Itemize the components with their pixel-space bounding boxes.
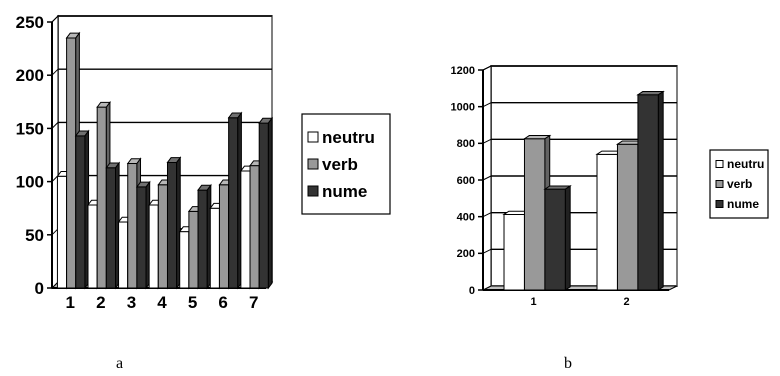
bar-front xyxy=(596,153,618,291)
y-tick-label: 100 xyxy=(16,173,44,192)
bar-front xyxy=(197,189,208,289)
bar xyxy=(258,116,273,290)
legend-swatch xyxy=(307,131,319,143)
bar-front xyxy=(66,37,77,289)
legend-swatch xyxy=(307,158,319,170)
gridline-depth xyxy=(51,15,59,23)
gridline-depth xyxy=(482,212,492,218)
bar-front xyxy=(136,186,147,289)
chart-a: 0 50 100 150 200 250 1 2 3 4 5 6 7 neutru verb nume xyxy=(16,13,391,312)
gridline-depth xyxy=(482,102,492,108)
bar-front xyxy=(637,94,659,291)
bar-front xyxy=(240,170,251,289)
legend-swatch xyxy=(307,185,319,197)
y-tick-label: 200 xyxy=(457,248,475,260)
legend-label: neutru xyxy=(727,157,764,171)
bar-side xyxy=(564,185,571,291)
bar-front xyxy=(148,204,159,289)
legend-label: verb xyxy=(727,177,752,191)
bar-front xyxy=(56,175,68,289)
bar-front xyxy=(96,106,107,289)
bar-front xyxy=(105,167,117,289)
bar xyxy=(227,111,243,290)
bar-front xyxy=(179,231,190,289)
y-tick-label: 400 xyxy=(457,212,475,224)
gridline-depth xyxy=(482,138,492,144)
gridline-depth xyxy=(482,175,492,181)
bar-front xyxy=(544,188,566,291)
legend-swatch xyxy=(715,160,724,168)
y-tick-label: 250 xyxy=(16,13,44,32)
legend-swatch xyxy=(715,200,724,208)
bar-front xyxy=(166,161,178,289)
bar-front xyxy=(218,184,230,289)
x-tick-label: 2 xyxy=(623,296,629,308)
bar-side xyxy=(657,90,664,291)
y-tick-label: 200 xyxy=(16,66,44,85)
bar-front xyxy=(249,165,260,289)
bar-front xyxy=(523,138,546,291)
x-tick-label: 6 xyxy=(218,293,227,312)
legend-label: nume xyxy=(322,182,367,201)
legend: neutru verb nume xyxy=(709,149,769,219)
bar-side xyxy=(267,116,273,290)
y-tick-label: 0 xyxy=(469,285,475,297)
bar-front xyxy=(503,213,525,291)
bar-front xyxy=(118,221,129,289)
x-tick-label: 7 xyxy=(249,293,258,312)
bar xyxy=(135,180,151,290)
bar-front xyxy=(87,204,98,289)
legend-label: nume xyxy=(727,197,759,211)
y-tick-label: 600 xyxy=(457,175,475,187)
bar xyxy=(197,183,212,290)
y-tick-label: 50 xyxy=(25,226,44,245)
gridline-depth xyxy=(482,248,492,254)
bar xyxy=(543,185,572,291)
bar-front xyxy=(209,207,220,289)
gridline-depth xyxy=(482,65,492,71)
y-tick-label: 1200 xyxy=(451,65,475,77)
legend: neutru verb nume xyxy=(301,113,391,215)
x-tick-label: 1 xyxy=(66,293,75,312)
bar-front xyxy=(616,143,639,291)
bar-front xyxy=(127,163,138,289)
bar-front xyxy=(258,122,269,289)
y-tick-label: 800 xyxy=(457,138,475,150)
legend-swatch xyxy=(715,180,724,188)
bar-front xyxy=(75,135,86,289)
x-tick-label: 1 xyxy=(530,296,536,308)
chart-b: 0 200 400 600 800 1000 1200 1 2 neutru verb nume xyxy=(451,65,769,308)
x-tick-label: 2 xyxy=(96,293,105,312)
panel-caption-b: b xyxy=(564,355,572,372)
y-tick-label: 0 xyxy=(35,279,44,298)
y-tick-label: 1000 xyxy=(451,102,475,114)
legend-label: verb xyxy=(322,155,358,174)
bar xyxy=(105,161,121,290)
bar xyxy=(74,129,90,290)
bar-front xyxy=(188,210,199,289)
bar-front xyxy=(228,117,239,289)
x-tick-label: 5 xyxy=(188,293,197,312)
bar-front xyxy=(157,184,168,289)
bar xyxy=(636,90,665,291)
x-tick-label: 4 xyxy=(157,293,167,312)
x-tick-label: 3 xyxy=(127,293,136,312)
panel-caption-a: a xyxy=(116,355,124,372)
y-tick-label: 150 xyxy=(16,119,44,138)
legend-label: neutru xyxy=(322,128,375,147)
bar xyxy=(166,156,182,290)
